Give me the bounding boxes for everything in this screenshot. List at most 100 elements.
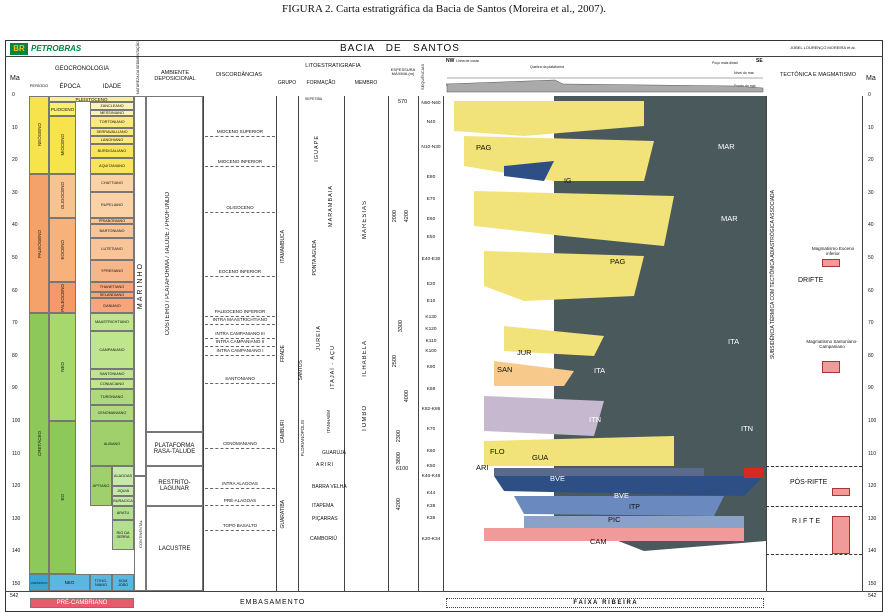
sequencia-label: K88 (426, 387, 436, 392)
age-cell: BURACICA (112, 496, 134, 506)
age-cell: DOM JOÃO (112, 574, 134, 591)
sequencia-label: K60 (426, 449, 436, 454)
ma-tick: 10 (12, 124, 18, 131)
ma-end-right: 542 (868, 593, 877, 599)
discordancia-label: OLIGOCENO (226, 205, 254, 210)
discordancia-line (205, 505, 275, 506)
sequencia-label: K20-K34 (421, 537, 441, 542)
formacao-florianopolis: FLORIANÓPOLIS (300, 420, 305, 457)
discordancia-label: MIOCENO SUPERIOR (216, 129, 264, 134)
espessura-value: 570 (398, 99, 408, 105)
ma-tick: 110 (12, 450, 20, 457)
chart-label-ari: ARI (476, 463, 489, 472)
tectonica-magmatismo-eoceno-bar (822, 259, 840, 267)
period-paleogeno: PALEÓGENO (29, 174, 49, 313)
age-cell: RUPELIANO (90, 192, 134, 218)
tectonica-magmatismo-santoniano: Magmatismo Santoniano-Campaniano (806, 339, 858, 349)
membro-tombo: TOMBO (362, 405, 368, 432)
discordancia-line (205, 136, 275, 137)
espessura-value: 2000 (392, 210, 398, 223)
ma-tick: 90 (12, 385, 18, 392)
ma-tick: 0 (868, 92, 871, 98)
grupo-guaratiba: GUARATIBA (280, 500, 286, 529)
ma-tick: 40 (12, 222, 18, 229)
chart-label-san: SAN (497, 365, 513, 374)
sequencia-label: E50 (426, 235, 436, 240)
membro-header: MEMBRO (354, 80, 378, 86)
sequencia-label: K70 (426, 427, 436, 432)
age-cell: BARTONIANO (90, 224, 134, 238)
ma-tick: 80 (868, 352, 874, 359)
grupo-camburi: CAMBURI (280, 420, 286, 444)
formacao-ponta-aguda: PONTA AGUDA (312, 240, 318, 276)
sequencia-label: E40-E30 (421, 257, 441, 262)
tectonica-magmatismo-santoniano-bar (822, 361, 840, 373)
age-cell: APTIANO (90, 466, 112, 506)
age-cell: CAMPANIANO (90, 331, 134, 369)
discordancia-line (205, 488, 275, 489)
chart-label-itn-1: ITN (589, 415, 602, 424)
discordancia-line (205, 166, 275, 167)
grupo-itamambuca: ITAMAMBUCA (280, 230, 286, 263)
age-cell: ALBIANO (90, 421, 134, 466)
ma-tick: 140 (868, 548, 877, 555)
discordancia-label: INTRA CAMPANIANO I (216, 348, 264, 353)
chart-label-pag-1: PAG (476, 143, 492, 152)
sequencia-label: E60 (426, 217, 436, 222)
ma-tick: 90 (868, 385, 874, 392)
tectonica-pos-rifte-bar (832, 488, 850, 496)
natureza-marinho: MARINHO (134, 96, 146, 476)
discordancia-label: INTRA CAMPANIANO III (215, 331, 265, 336)
discordancia-label: PALEOCENO INFERIOR (214, 309, 266, 314)
ambiente-lacustre: LACUSTRE (146, 506, 203, 591)
linha-costa-label: Linha de costa (456, 59, 479, 63)
age-cell: ALAGOAS (112, 466, 134, 486)
espessura-value: 4000 (404, 390, 410, 403)
espessura-value: 2500 (392, 355, 398, 368)
age-cell: SERRAVALLIANO (90, 128, 134, 136)
period-jurassico: JURÁSSICO (29, 574, 49, 591)
discordancias-column (203, 96, 277, 591)
chart-label-ita-2: ITA (594, 366, 606, 375)
discordancia-label: SANTONIANO (225, 376, 255, 381)
formacao-camboriu: CAMBORIÚ (310, 536, 337, 542)
ma-tick: 50 (868, 255, 874, 261)
chart-label-ig: IG (564, 178, 572, 185)
sequencia-label: K82-K86 (421, 407, 441, 412)
sequencia-label: E10 (426, 299, 436, 304)
age-cell: SELANDIANO (90, 292, 134, 298)
epoch-plioceno: PLIOCENO (49, 102, 76, 116)
epoca-header: ÉPOCA (59, 84, 81, 90)
discordancia-line (205, 324, 275, 325)
age-cell: DANIANO (90, 298, 134, 313)
ambiente-header: AMBIENTE DEPOSICIONAL (154, 70, 196, 83)
discordancia-label: EOCENO INFERIOR (218, 269, 262, 274)
discordancia-label: INTRA ALAGOAS (222, 481, 258, 486)
sequencia-label: K38 (426, 504, 436, 509)
discordancia-line (205, 383, 275, 384)
epoch-neo-cret: NEO (49, 313, 76, 421)
espessura-value: 4200 (396, 498, 402, 511)
grupo-frade: FRADE (280, 345, 286, 362)
ma-tick: 30 (868, 189, 874, 196)
ma-tick: 30 (12, 189, 18, 196)
ma-tick: 20 (12, 157, 18, 164)
discordancia-line (205, 212, 275, 213)
ma-tick: 0 (12, 92, 15, 98)
sequencia-label: N40 (426, 120, 436, 125)
sequencia-label: E80 (426, 175, 436, 180)
authors: JOBEL LOURENÇO MOREIRA et al. (790, 45, 856, 50)
chart-label-flo: FLO (490, 447, 505, 456)
period-cretaceo: CRETÁCEO (29, 313, 49, 574)
sequencia-label: K90 (426, 365, 436, 370)
chart-label-bve-2: BVE (614, 491, 630, 500)
ma-tick: 50 (12, 255, 18, 261)
geocronologia-header: GEOCRONOLOGIA (54, 66, 109, 72)
age-cell: JIQUIÁ (112, 486, 134, 496)
idade-header: IDADE (102, 84, 122, 90)
epoch-eo-cret: EO (49, 421, 76, 574)
age-cell: ARATU (112, 506, 134, 520)
discordancia-line (205, 316, 275, 317)
chart-label-itn-2: ITN (741, 424, 754, 433)
discordancia-line (205, 355, 275, 356)
